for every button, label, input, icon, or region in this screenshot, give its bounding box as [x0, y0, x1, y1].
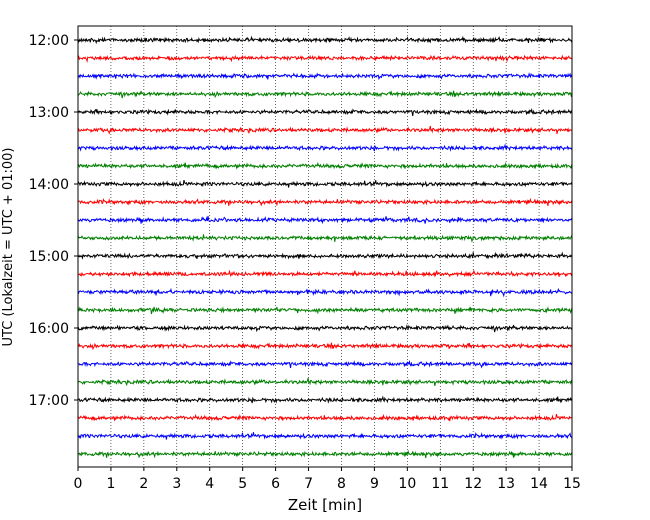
y-tick-label-1500: 15:00: [29, 249, 69, 265]
x-tick-label-15: 15: [563, 476, 581, 492]
x-tick-label-7: 7: [304, 476, 313, 492]
trace-1600: [77, 324, 573, 333]
x-axis-ticks: 0 1 2 3 4 5 6 7 8 9 10 11 12 13 14 15: [74, 467, 581, 492]
trace-1745: [77, 449, 573, 459]
trace-1215: [77, 54, 573, 64]
trace-1430: [77, 215, 573, 225]
trace-1645: [77, 377, 573, 387]
y-tick-label-1200: 12:00: [29, 33, 69, 49]
y-tick-label-1400: 14:00: [29, 177, 69, 193]
trace-1545: [77, 306, 573, 315]
x-tick-label-4: 4: [205, 476, 214, 492]
trace-1415: [77, 197, 573, 207]
x-tick-label-14: 14: [530, 476, 548, 492]
y-tick-label-1700: 17:00: [29, 393, 69, 409]
trace-1715: [77, 413, 573, 422]
x-tick-label-1: 1: [106, 476, 115, 492]
y-axis-label: UTC (Lokalzeit = UTC + 01:00): [1, 148, 16, 347]
trace-1500: [77, 251, 573, 260]
y-axis-ticks: 12:00 13:00 14:00 15:00 16:00 17:00: [29, 33, 78, 409]
trace-1315: [77, 125, 573, 135]
x-tick-label-13: 13: [497, 476, 515, 492]
trace-1730: [77, 432, 573, 440]
trace-1400: [77, 179, 573, 188]
x-tick-label-10: 10: [398, 476, 416, 492]
y-tick-label-1300: 13:00: [29, 105, 69, 121]
trace-1245: [77, 90, 573, 99]
x-tick-label-12: 12: [464, 476, 482, 492]
trace-1345: [77, 161, 573, 170]
x-tick-label-5: 5: [238, 476, 247, 492]
trace-1230: [77, 72, 573, 81]
x-tick-label-9: 9: [370, 476, 379, 492]
trace-1300: [77, 107, 573, 117]
trace-1615: [77, 342, 573, 351]
x-tick-label-11: 11: [431, 476, 449, 492]
trace-1530: [77, 287, 573, 298]
x-tick-label-8: 8: [337, 476, 346, 492]
x-tick-label-2: 2: [139, 476, 148, 492]
trace-1445: [77, 234, 573, 243]
plot-frame: [77, 25, 573, 468]
x-axis-label: Zeit [min]: [288, 496, 362, 514]
y-tick-label-1600: 16:00: [29, 321, 69, 337]
x-tick-label-6: 6: [271, 476, 280, 492]
trace-1200: [77, 35, 573, 45]
trace-1630: [77, 359, 573, 369]
trace-1330: [77, 143, 573, 152]
x-tick-label-3: 3: [172, 476, 181, 492]
x-tick-label-0: 0: [74, 476, 83, 492]
trace-1515: [77, 269, 573, 278]
trace-1700: [77, 395, 573, 404]
trace-group: [77, 35, 573, 459]
